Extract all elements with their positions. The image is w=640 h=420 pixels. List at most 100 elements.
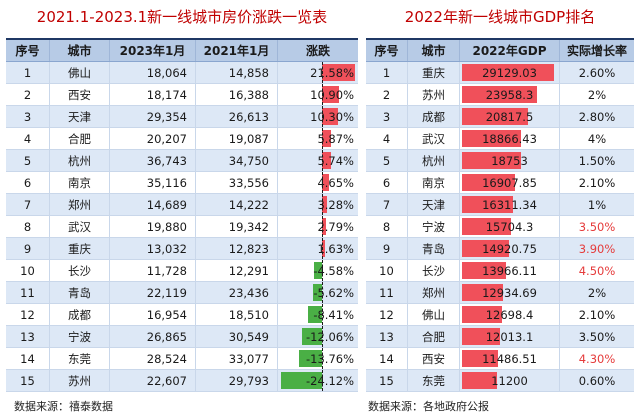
header-city: 城市 [408, 40, 460, 61]
row-change-label: -12.06% [306, 329, 354, 344]
row-price-2021: 12,823 [196, 238, 278, 259]
row-price-2023: 18,174 [110, 84, 196, 105]
row-change-cell: 1.63% [278, 238, 358, 259]
house-price-table: 序号 城市 2023年1月 2021年1月 涨跌 1 佛山 18,064 14,858… [6, 38, 358, 392]
row-no: 6 [6, 172, 50, 193]
row-change-label: 3.28% [317, 197, 354, 212]
row-growth: 1% [587, 197, 607, 212]
header-growth: 实际增长率 [566, 44, 627, 58]
row-change-cell: 10.90% [278, 84, 358, 105]
zero-axis [322, 238, 323, 259]
change-bar-positive [322, 130, 332, 147]
row-growth: 2.10% [578, 175, 616, 190]
house-price-row: 10 长沙 11,728 12,291 -4.58% [6, 260, 358, 282]
gdp-bar [462, 262, 506, 279]
row-no: 14 [6, 348, 50, 369]
row-gdp-label: 12698.4 [485, 307, 534, 322]
row-city: 郑州 [408, 282, 460, 303]
row-change-label: -8.41% [313, 307, 354, 322]
gdp-bar [462, 64, 554, 81]
house-price-body: 1 佛山 18,064 14,858 21.58% 2 西安 18,174 16,388 10.9… [6, 62, 358, 392]
row-growth: 2% [587, 87, 607, 102]
row-city: 武汉 [50, 216, 110, 237]
row-gdp-cell: 18866.43 [460, 128, 560, 149]
zero-axis [322, 216, 323, 237]
header-no: 序号 [366, 40, 408, 61]
gdp-body: 1 重庆 29129.03 2.60% 2 苏州 23958.3 2% 3 成都 20817.5 2.… [366, 62, 634, 392]
row-gdp-cell: 23958.3 [460, 84, 560, 105]
row-city: 南京 [408, 172, 460, 193]
row-price-2021: 29,793 [196, 370, 278, 391]
gdp-bar [462, 240, 509, 257]
row-city: 青岛 [408, 238, 460, 259]
row-no: 9 [6, 238, 50, 259]
row-no: 1 [366, 62, 408, 83]
row-gdp-label: 18753 [491, 153, 528, 168]
row-change-label: 10.30% [310, 109, 354, 124]
row-change-cell: -12.06% [278, 326, 358, 347]
row-change-label: -5.62% [313, 285, 354, 300]
house-price-row: 4 合肥 20,207 19,087 5.87% [6, 128, 358, 150]
gdp-table: 序号 城市 2022年GDP 实际增长率 1 重庆 29129.03 2.60% 2 苏州… [366, 38, 634, 392]
row-gdp-cell: 16311.34 [460, 194, 560, 215]
row-price-2023: 22,119 [110, 282, 196, 303]
row-city: 西安 [408, 348, 460, 369]
gdp-bar [462, 306, 502, 323]
row-price-2023: 18,064 [110, 62, 196, 83]
zero-axis [322, 150, 323, 171]
change-bar-negative [281, 372, 322, 389]
gdp-bar [462, 196, 514, 213]
row-growth: 1.50% [578, 153, 616, 168]
row-price-2021: 12,291 [196, 260, 278, 281]
row-price-2021: 33,077 [196, 348, 278, 369]
gdp-row: 15 东莞 11200 0.60% [366, 370, 634, 392]
row-change-cell: 3.28% [278, 194, 358, 215]
house-price-source: 数据来源：禧泰数据 [14, 400, 113, 413]
row-gdp-label: 23958.3 [485, 87, 534, 102]
row-no: 15 [366, 370, 408, 391]
row-price-2023: 19,880 [110, 216, 196, 237]
row-no: 11 [366, 282, 408, 303]
row-gdp-cell: 11486.51 [460, 348, 560, 369]
gdp-bar [462, 284, 503, 301]
row-city: 天津 [50, 106, 110, 127]
house-price-row: 7 郑州 14,689 14,222 3.28% [6, 194, 358, 216]
row-no: 4 [366, 128, 408, 149]
gdp-row: 3 成都 20817.5 2.80% [366, 106, 634, 128]
row-city: 青岛 [50, 282, 110, 303]
row-price-2021: 19,087 [196, 128, 278, 149]
header-change: 涨跌 [305, 44, 330, 58]
gdp-title: 2022年新一线城市GDP排名 [404, 8, 596, 26]
gdp-bar [462, 108, 528, 125]
change-bar-negative [301, 328, 322, 345]
zero-axis [322, 304, 323, 325]
row-city: 天津 [408, 194, 460, 215]
zero-axis [322, 84, 323, 105]
change-bar-positive [322, 86, 339, 103]
row-city: 成都 [50, 304, 110, 325]
row-price-2023: 16,954 [110, 304, 196, 325]
gdp-row: 12 佛山 12698.4 2.10% [366, 304, 634, 326]
row-change-cell: 21.58% [278, 62, 358, 83]
row-no: 6 [366, 172, 408, 193]
house-price-row: 14 东莞 28,524 33,077 -13.76% [6, 348, 358, 370]
change-bar-positive [322, 240, 325, 257]
house-price-row: 3 天津 29,354 26,613 10.30% [6, 106, 358, 128]
row-no: 5 [366, 150, 408, 171]
row-city: 合肥 [408, 326, 460, 347]
row-change-cell: 10.30% [278, 106, 358, 127]
row-change-label: -24.12% [306, 373, 354, 388]
row-price-2023: 14,689 [110, 194, 196, 215]
header-gdp: 2022年GDP [460, 40, 560, 61]
row-city: 东莞 [408, 370, 460, 391]
change-bar-positive [322, 152, 331, 169]
row-no: 8 [6, 216, 50, 237]
house-price-row: 6 南京 35,116 33,556 4.65% [6, 172, 358, 194]
row-change-cell: -8.41% [278, 304, 358, 325]
row-growth: 2.80% [578, 109, 616, 124]
row-gdp-label: 11486.51 [482, 351, 537, 366]
house-price-title: 2021.1-2023.1新一线城市房价涨跌一览表 [36, 8, 328, 26]
row-price-2023: 28,524 [110, 348, 196, 369]
row-city: 杭州 [408, 150, 460, 171]
house-price-row: 12 成都 16,954 18,510 -8.41% [6, 304, 358, 326]
